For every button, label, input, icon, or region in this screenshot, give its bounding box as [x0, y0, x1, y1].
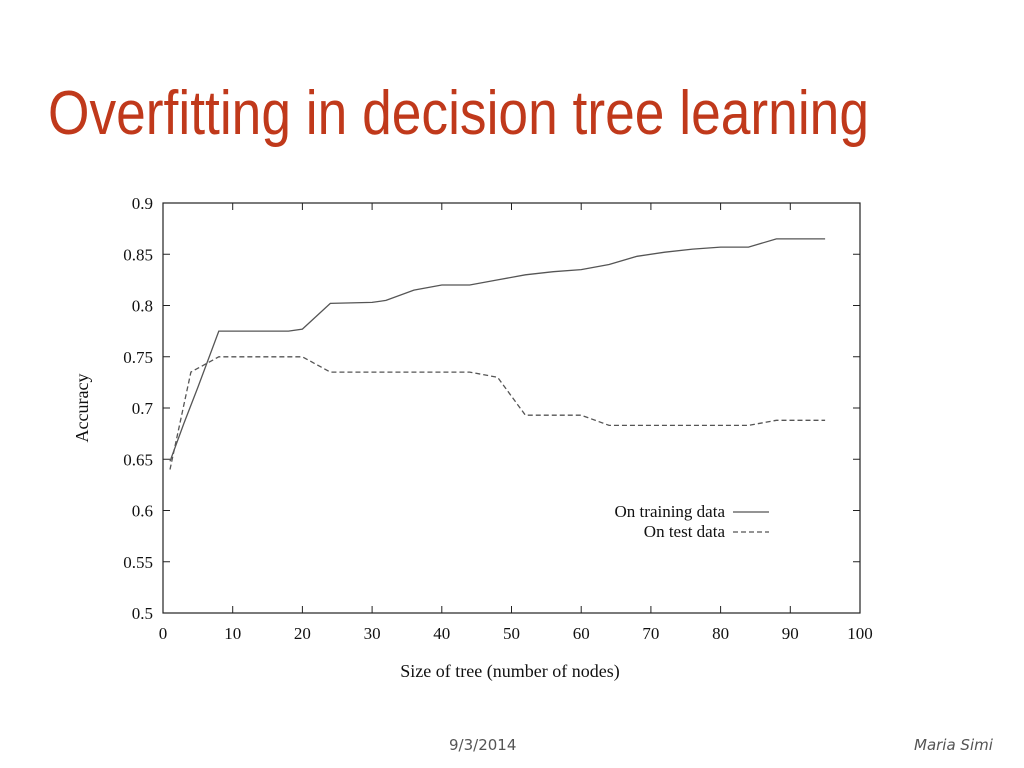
test-data-line: [169, 356, 826, 470]
slide-title: Overfitting in decision tree learning: [48, 79, 869, 148]
y-axis-label: Accuracy: [72, 374, 92, 443]
y-tick-label: 0.75: [123, 348, 153, 367]
x-tick-label: 80: [712, 624, 729, 643]
training-data-line: [169, 238, 826, 462]
legend-label-training: On training data: [615, 502, 726, 521]
x-tick-label: 20: [294, 624, 311, 643]
x-tick-label: 30: [364, 624, 381, 643]
legend-label-test: On test data: [644, 522, 726, 541]
y-tick-label: 0.9: [132, 194, 153, 213]
y-tick-label: 0.7: [132, 399, 154, 418]
x-tick-label: 0: [159, 624, 168, 643]
plot-frame: [162, 202, 861, 614]
x-tick-label: 70: [642, 624, 659, 643]
footer-date: 9/3/2014: [449, 736, 517, 754]
chart-axes: [162, 202, 861, 614]
x-tick-label: 50: [503, 624, 520, 643]
chart-series: [169, 238, 826, 470]
x-tick-label: 100: [847, 624, 873, 643]
y-tick-label: 0.5: [132, 604, 153, 623]
x-axis-label: Size of tree (number of nodes): [400, 661, 619, 682]
chart-ticks: 0 10 20 30 40 50 60 70 80 90 100 0.5 0.55 0.6 0.65 0.7 0…: [123, 194, 873, 643]
x-tick-label: 90: [782, 624, 799, 643]
y-tick-label: 0.85: [123, 245, 153, 264]
footer-author: Maria Simi: [914, 736, 993, 754]
y-tick-label: 0.6: [132, 502, 153, 521]
x-tick-label: 60: [573, 624, 590, 643]
y-tick-label: 0.55: [123, 553, 153, 572]
y-tick-label: 0.65: [123, 450, 153, 469]
y-tick-label: 0.8: [132, 297, 153, 316]
x-tick-label: 10: [224, 624, 241, 643]
x-tick-label: 40: [433, 624, 450, 643]
